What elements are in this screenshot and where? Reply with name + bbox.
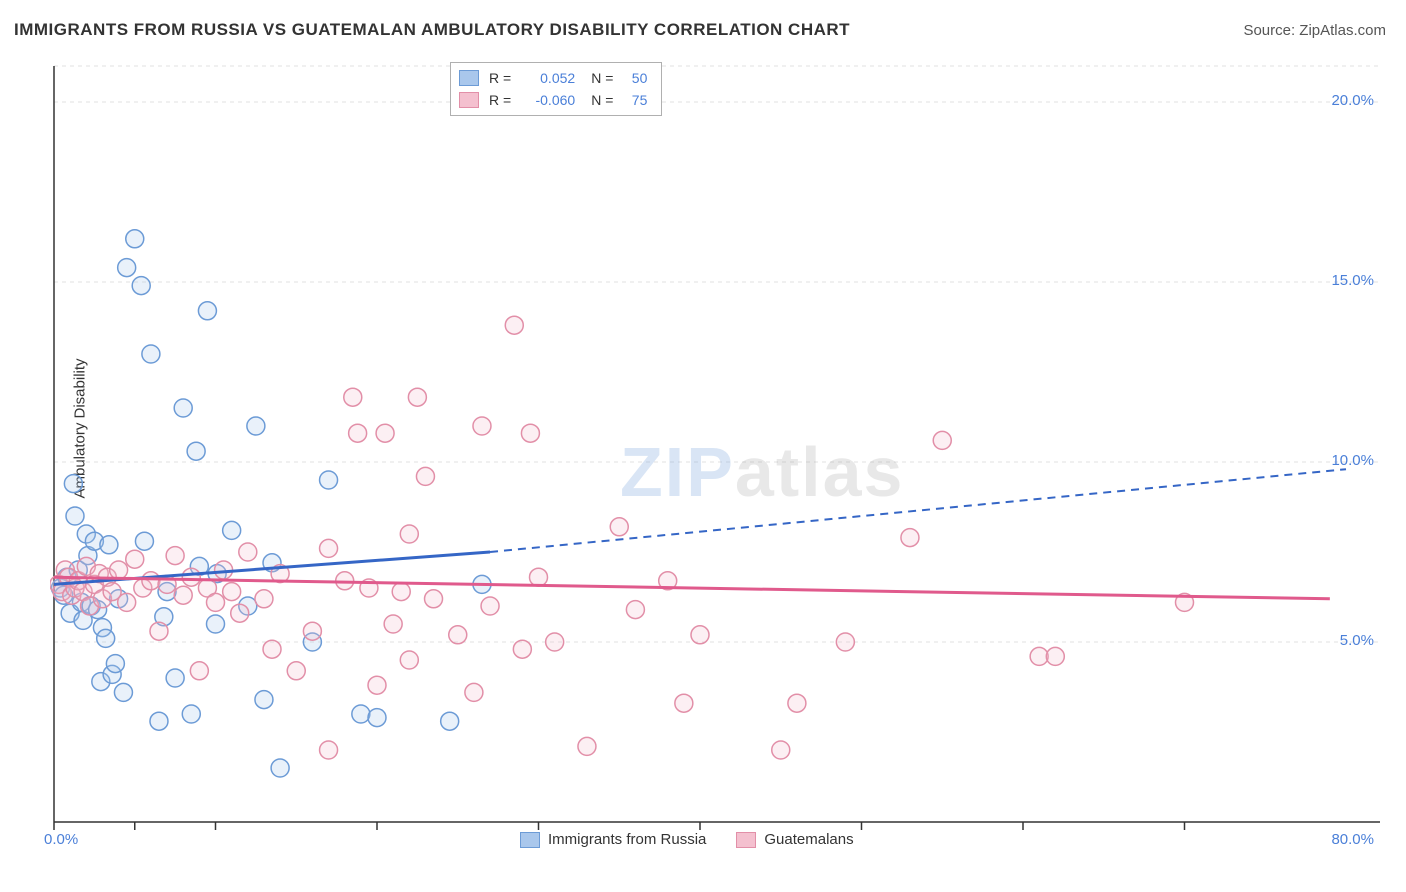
r-value-guatemalan: -0.060 [517, 92, 575, 108]
swatch-guatemalan [459, 92, 479, 108]
legend-row-russia: R = 0.052 N = 50 [459, 67, 647, 89]
legend-item-guatemalan: Guatemalans [736, 831, 853, 848]
swatch-guatemalan-bottom [736, 832, 756, 848]
x-tick-label: 80.0% [1331, 831, 1374, 848]
legend-label-russia: Immigrants from Russia [548, 831, 706, 848]
n-value-guatemalan: 75 [619, 92, 647, 108]
chart-area: ZIPatlas R = 0.052 N = 50 R = -0.060 N =… [50, 62, 1380, 842]
chart-title: IMMIGRANTS FROM RUSSIA VS GUATEMALAN AMB… [14, 20, 850, 40]
series-legend: Immigrants from Russia Guatemalans [520, 831, 854, 848]
source-attribution: Source: ZipAtlas.com [1243, 22, 1386, 39]
n-value-russia: 50 [619, 70, 647, 86]
n-label: N = [591, 92, 613, 108]
correlation-legend: R = 0.052 N = 50 R = -0.060 N = 75 [450, 62, 662, 116]
legend-row-guatemalan: R = -0.060 N = 75 [459, 89, 647, 111]
y-tick-label: 20.0% [1331, 92, 1374, 109]
r-label: R = [489, 92, 511, 108]
swatch-russia [459, 70, 479, 86]
r-value-russia: 0.052 [517, 70, 575, 86]
watermark-zip: ZIP [620, 433, 735, 511]
y-tick-label: 15.0% [1331, 272, 1374, 289]
watermark: ZIPatlas [620, 432, 904, 512]
legend-label-guatemalan: Guatemalans [764, 831, 853, 848]
y-tick-label: 5.0% [1340, 632, 1374, 649]
watermark-atlas: atlas [735, 433, 905, 511]
x-tick-label: 0.0% [44, 831, 78, 848]
y-tick-label: 10.0% [1331, 452, 1374, 469]
legend-item-russia: Immigrants from Russia [520, 831, 706, 848]
r-label: R = [489, 70, 511, 86]
n-label: N = [591, 70, 613, 86]
swatch-russia-bottom [520, 832, 540, 848]
